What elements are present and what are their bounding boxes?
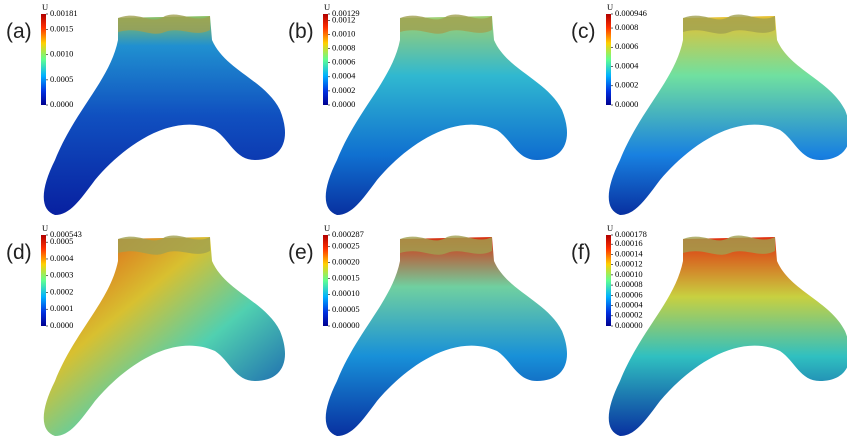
panel: (a) U0.00181 0.0015 0.0010 0.0005 0.0000 — [6, 2, 285, 215]
colorbar-tick-label: 0.00010 — [332, 288, 360, 298]
panel: (e) U0.000287 0.00025 0.00020 0.00015 0.00010… — [288, 223, 567, 436]
colorbar-tick-label: 0.00010 — [615, 269, 643, 279]
panel-label: (a) — [6, 20, 32, 43]
surface — [326, 16, 567, 215]
colorbar — [323, 235, 328, 326]
surface — [44, 16, 285, 215]
colorbar-tick-label: 0.00014 — [615, 248, 643, 258]
surface — [609, 237, 847, 436]
colorbar-title: U — [324, 2, 330, 12]
colorbar-tick-label: 0.00020 — [332, 257, 360, 267]
colorbar-tick-label: 0.00016 — [615, 238, 643, 248]
colorbar — [41, 14, 46, 105]
panel-label: (e) — [288, 241, 314, 264]
colorbar-tick-label: 0.000287 — [332, 229, 364, 239]
colorbar-tick-label: 0.0000 — [615, 99, 638, 109]
colorbar-title: U — [607, 223, 613, 233]
colorbar-tick-label: 0.00005 — [332, 304, 360, 314]
panel-label: (b) — [288, 20, 314, 43]
colorbar-tick-label: 0.0012 — [332, 14, 355, 24]
colorbar-tick-label: 0.0004 — [615, 60, 639, 70]
colorbar-tick-label: 0.0008 — [332, 43, 355, 53]
colorbar-tick-label: 0.00181 — [50, 8, 78, 18]
colorbar — [606, 14, 611, 105]
colorbar-tick-label: 0.00015 — [332, 272, 360, 282]
colorbar-tick-label: 0.0006 — [615, 41, 638, 51]
colorbar-tick-label: 0.0008 — [615, 22, 638, 32]
surface — [326, 237, 567, 436]
surface — [44, 237, 285, 436]
panel-label: (d) — [6, 241, 32, 264]
colorbar-tick-label: 0.0002 — [50, 286, 73, 296]
colorbar-tick-label: 0.0004 — [50, 253, 74, 263]
colorbar-tick-label: 0.0000 — [332, 99, 355, 109]
colorbar-tick-label: 0.00004 — [615, 300, 643, 310]
panel-label: (c) — [571, 20, 596, 43]
colorbar-tick-label: 0.0002 — [615, 80, 638, 90]
colorbar-title: U — [607, 2, 613, 12]
colorbar-tick-label: 0.0000 — [50, 99, 73, 109]
colorbar-tick-label: 0.0002 — [332, 85, 355, 95]
panel: (d)U0.0005430.00050.00040.00030.00020.00… — [6, 223, 285, 436]
colorbar — [41, 235, 46, 326]
panel-label: (f) — [571, 241, 591, 264]
colorbar-tick-label: 0.0006 — [332, 57, 355, 67]
colorbar — [606, 235, 611, 326]
colorbar-tick-label: 0.0010 — [50, 49, 73, 59]
colorbar-tick-label: 0.0005 — [50, 74, 73, 84]
colorbar-tick-label: 0.0015 — [50, 24, 73, 34]
panel: (b)U0.001290.00120.00100.00080.00060.000… — [288, 2, 567, 215]
colorbar-title: U — [324, 223, 330, 233]
colorbar-tick-label: 0.00025 — [332, 241, 360, 251]
panel: (f)U0.0001780.000160.000140.000120.00010… — [571, 223, 847, 436]
colorbar-tick-label: 0.000946 — [615, 8, 647, 18]
colorbar-tick-label: 0.00000 — [615, 320, 643, 330]
panel: (c) U0.000946 0.0008 0.0006 0.0004 0.0002 0.00… — [571, 2, 847, 215]
colorbar-tick-label: 0.0000 — [50, 320, 73, 330]
colorbar-tick-label: 0.00002 — [615, 310, 643, 320]
colorbar-tick-label: 0.0004 — [332, 71, 356, 81]
colorbar-tick-label: 0.0010 — [332, 28, 355, 38]
colorbar-tick-label: 0.00008 — [615, 279, 643, 289]
colorbar-title: U — [42, 223, 48, 233]
colorbar-tick-label: 0.0003 — [50, 270, 73, 280]
colorbar-tick-label: 0.00006 — [615, 289, 643, 299]
colorbar-title: U — [42, 2, 48, 12]
surface — [609, 16, 847, 215]
figure: (a)U0.001810.00150.00100.00050.0000(b)U0… — [0, 0, 847, 442]
colorbar-tick-label: 0.00012 — [615, 259, 643, 269]
colorbar — [323, 14, 328, 105]
colorbar-tick-label: 0.00000 — [332, 320, 360, 330]
colorbar-tick-label: 0.0005 — [50, 236, 73, 246]
colorbar-tick-label: 0.0001 — [50, 303, 73, 313]
